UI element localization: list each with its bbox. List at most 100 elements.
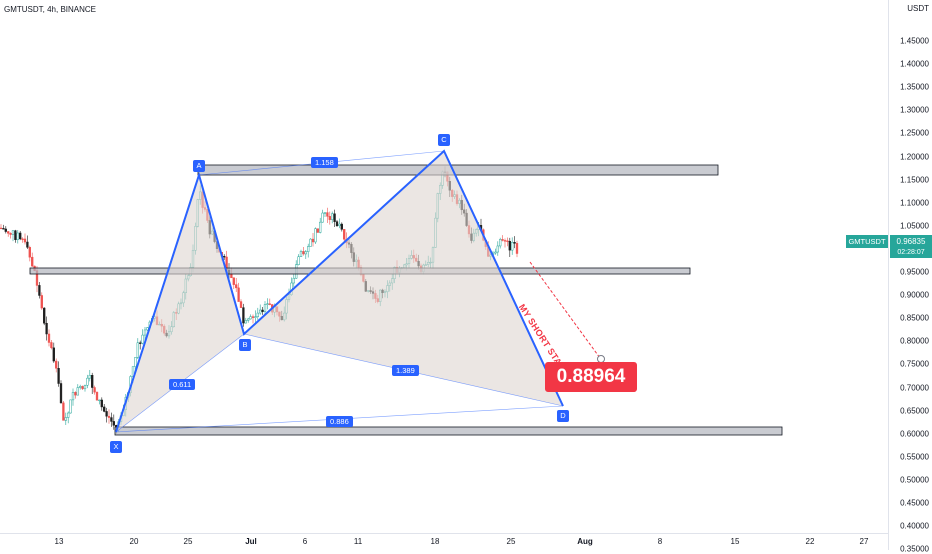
- price-tick-label: 0.75000: [900, 359, 929, 369]
- ticker-tag: GMTUSDT: [846, 235, 888, 248]
- symbol-title: GMTUSDT, 4h, BINANCE: [4, 5, 97, 14]
- time-tick-label: Aug: [577, 537, 593, 546]
- candle-body: [45, 322, 48, 335]
- time-tick-label: 6: [302, 537, 308, 546]
- candle-body: [338, 223, 341, 226]
- candle-body: [59, 383, 63, 404]
- candle-body: [239, 301, 243, 308]
- candle-body: [98, 399, 101, 402]
- candle-body: [261, 309, 264, 312]
- candle-body: [40, 295, 43, 309]
- candle-body: [249, 316, 252, 320]
- candle-body: [256, 312, 259, 317]
- time-tick-label: 13: [54, 537, 64, 546]
- price-tick-label: 1.10000: [900, 198, 929, 208]
- candle-body: [232, 277, 235, 285]
- time-tick-label: 25: [506, 537, 516, 546]
- candle-body: [69, 399, 72, 414]
- candle-body: [38, 285, 41, 296]
- candle-body: [134, 357, 137, 367]
- price-tick-label: 0.40000: [900, 521, 929, 531]
- candle-body: [71, 392, 75, 401]
- price-tick-label: 0.80000: [900, 336, 929, 346]
- candle-body: [7, 231, 10, 234]
- candle-body: [91, 374, 94, 388]
- price-tick-label: 1.40000: [900, 59, 929, 69]
- currency-label: USDT: [907, 4, 929, 13]
- candle-body: [230, 273, 233, 279]
- candle-body: [141, 334, 144, 344]
- price-axis[interactable]: USDT 1.45000 1.40000 1.35000 1.30000 1.25000…: [888, 0, 932, 554]
- candle-body: [309, 238, 312, 247]
- candle-body: [86, 377, 89, 386]
- time-tick-label: 15: [730, 537, 740, 546]
- candle-body: [263, 304, 267, 312]
- point-d-label: D: [557, 410, 569, 422]
- pattern-fill-xab: [116, 175, 244, 432]
- price-tick-label: 0.90000: [900, 290, 929, 300]
- chart-canvas[interactable]: [0, 0, 888, 533]
- candle-body: [81, 386, 84, 390]
- candle-body: [62, 402, 65, 421]
- candle-body: [14, 230, 17, 240]
- resistance-zone[interactable]: [197, 164, 719, 176]
- price-tick-label: 1.20000: [900, 152, 929, 161]
- candle-body: [19, 232, 22, 240]
- target-price-box[interactable]: 0.88964: [545, 362, 637, 392]
- candle-body: [79, 386, 82, 388]
- candle-body: [16, 232, 19, 240]
- candle-body: [494, 251, 497, 254]
- candle-body: [307, 246, 310, 252]
- candle-body: [496, 245, 499, 253]
- candle-body: [223, 256, 226, 258]
- price-tick-label: 1.25000: [900, 128, 929, 138]
- point-a-label: A: [193, 160, 205, 172]
- candle-body: [26, 241, 29, 248]
- candle-body: [268, 303, 271, 305]
- time-tick-label: 11: [353, 537, 363, 546]
- price-tick-label: 1.15000: [900, 175, 929, 185]
- candle-body: [292, 277, 295, 284]
- ratio-xb-label: 0.611: [169, 379, 196, 390]
- candle-body: [508, 240, 511, 251]
- candle-body: [57, 368, 60, 384]
- candle-body: [47, 333, 51, 343]
- candle-body: [343, 229, 346, 240]
- candle-body: [323, 212, 327, 214]
- time-tick-label: 18: [430, 537, 440, 546]
- candle-body: [28, 247, 31, 258]
- price-tick-label: 0.60000: [900, 429, 929, 439]
- time-axis[interactable]: 13 20 25 Jul 6 11 18 25 Aug 8 15 22 27: [0, 533, 888, 551]
- point-x-label: X: [110, 441, 122, 453]
- ratio-xd-label: 0.886: [326, 416, 353, 427]
- time-tick-label: 27: [859, 537, 869, 546]
- candle-body: [316, 228, 319, 233]
- candle-body: [112, 421, 115, 426]
- time-tick-label: 20: [129, 537, 139, 546]
- candle-body: [259, 309, 262, 314]
- support-zone-low[interactable]: [114, 426, 783, 436]
- candle-body: [21, 238, 24, 240]
- point-b-label: B: [239, 339, 251, 351]
- candle-body: [52, 347, 55, 362]
- candle-body: [237, 287, 240, 302]
- candle-body: [4, 228, 7, 232]
- ratio-bd-label: 1.389: [392, 365, 419, 376]
- time-tick-label: Jul: [245, 537, 257, 546]
- candle-body: [136, 342, 139, 358]
- candle-body: [311, 238, 315, 243]
- price-tick-label: 0.35000: [900, 544, 929, 554]
- price-tick-label: 0.45000: [900, 498, 929, 508]
- chart-area[interactable]: GMTUSDT, 4h, BINANCE X A B C D 0.611 1.1…: [0, 0, 888, 533]
- candle-body: [340, 223, 343, 230]
- candle-body: [67, 412, 70, 418]
- candle-body: [244, 320, 247, 324]
- candle-body: [328, 216, 331, 220]
- candle-body: [76, 387, 79, 396]
- candle-body: [9, 233, 12, 235]
- candle-body: [43, 307, 46, 324]
- candle-body: [0, 227, 3, 230]
- candle-body: [242, 307, 245, 324]
- price-tick-label: 0.55000: [900, 452, 929, 462]
- candle-body: [23, 238, 27, 243]
